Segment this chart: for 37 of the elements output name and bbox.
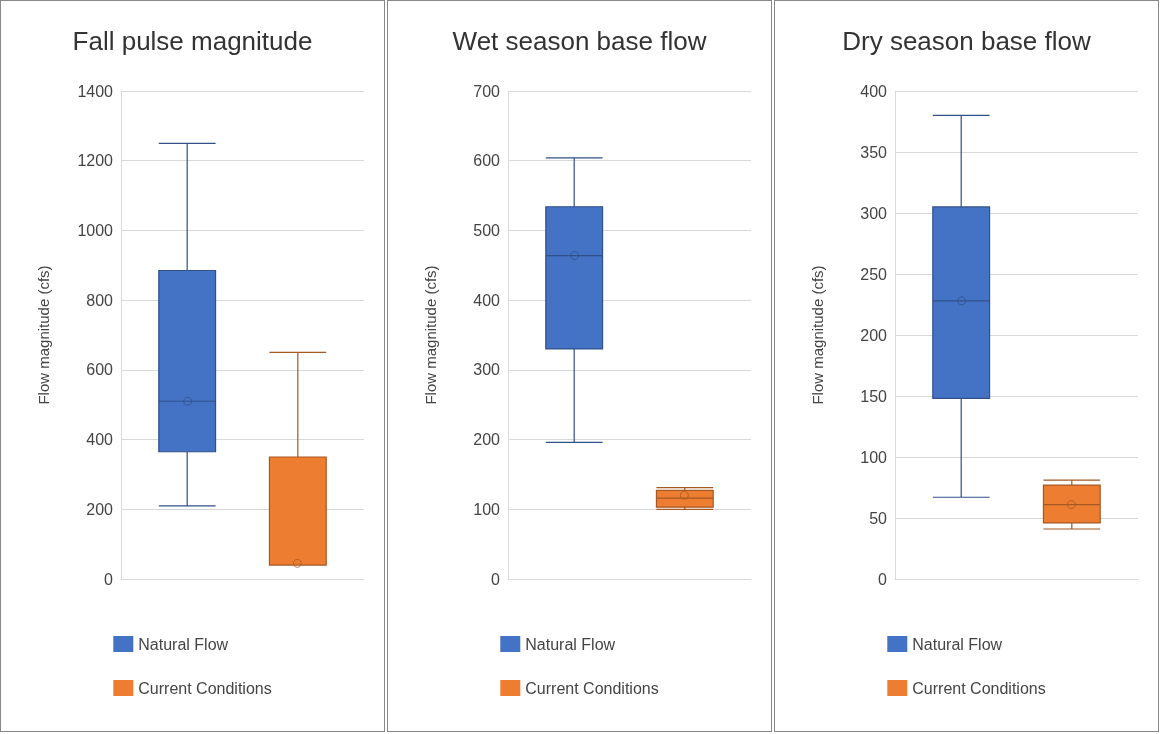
y-tick-label: 400 xyxy=(473,291,501,309)
y-tick-label: 400 xyxy=(86,431,114,449)
y-tick-label: 400 xyxy=(860,82,888,100)
y-tick-label: 700 xyxy=(473,82,501,100)
y-tick-label: 250 xyxy=(860,265,888,283)
y-tick-label: 300 xyxy=(860,204,888,222)
y-tick-label: 0 xyxy=(104,570,114,588)
y-axis-title: Flow magnitude (cfs) xyxy=(35,265,52,405)
y-tick-label: 1000 xyxy=(77,221,114,239)
y-tick-label: 50 xyxy=(869,509,888,527)
y-tick-label: 200 xyxy=(473,431,501,449)
chart-title: Dry season base flow xyxy=(842,26,1091,56)
legend-label: Current Conditions xyxy=(138,679,272,697)
y-tick-label: 1200 xyxy=(77,152,114,170)
y-tick-label: 1400 xyxy=(77,82,114,100)
y-tick-label: 600 xyxy=(86,361,114,379)
y-tick-label: 200 xyxy=(86,500,114,518)
y-tick-label: 0 xyxy=(491,570,501,588)
y-tick-label: 800 xyxy=(86,291,114,309)
chart-title: Fall pulse magnitude xyxy=(72,26,313,56)
y-tick-label: 150 xyxy=(860,387,888,405)
y-axis-title: Flow magnitude (cfs) xyxy=(809,265,826,405)
y-tick-label: 0 xyxy=(878,570,888,588)
legend-label: Current Conditions xyxy=(912,679,1046,697)
legend-label: Natural Flow xyxy=(525,635,616,653)
y-tick-label: 350 xyxy=(860,143,888,161)
y-tick-label: 100 xyxy=(473,500,501,518)
y-axis-title: Flow magnitude (cfs) xyxy=(422,265,439,405)
legend-label: Natural Flow xyxy=(912,635,1003,653)
y-tick-label: 500 xyxy=(473,221,501,239)
legend-label: Current Conditions xyxy=(525,679,659,697)
y-tick-label: 600 xyxy=(473,152,501,170)
y-tick-label: 300 xyxy=(473,361,501,379)
y-tick-label: 100 xyxy=(860,448,888,466)
y-tick-label: 200 xyxy=(860,326,888,344)
legend-label: Natural Flow xyxy=(138,635,229,653)
chart-title: Wet season base flow xyxy=(452,26,707,56)
